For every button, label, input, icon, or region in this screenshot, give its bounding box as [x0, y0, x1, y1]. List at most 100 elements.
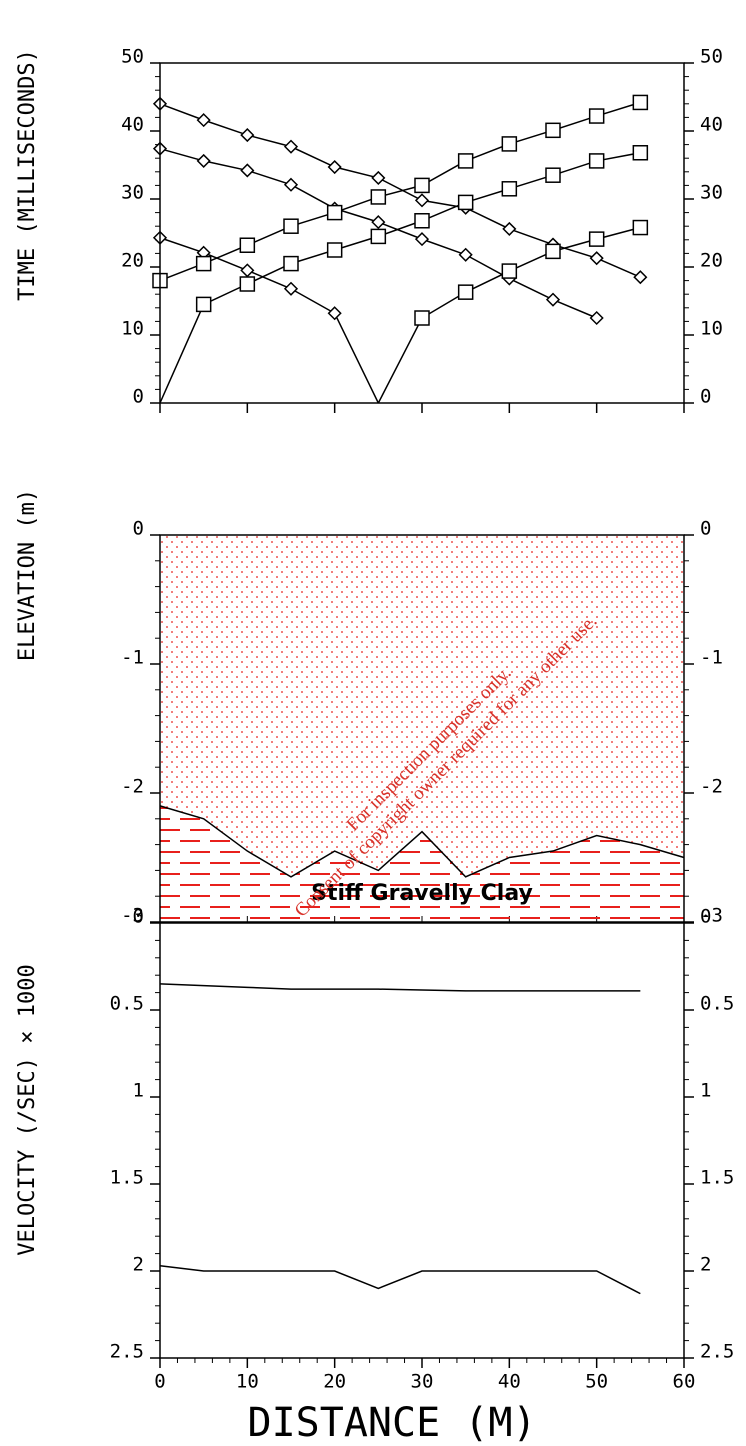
square-marker — [326, 242, 343, 258]
x-tick-label: 30 — [411, 1371, 434, 1393]
diamond-marker — [371, 215, 386, 230]
y-tick-label: 40 — [700, 114, 723, 136]
diamond-marker — [589, 310, 604, 326]
y-tick-label: -2 — [700, 776, 723, 798]
square-marker — [501, 181, 518, 197]
square-marker — [195, 296, 212, 313]
y-tick-label: 0.5 — [700, 993, 734, 1015]
square-marker — [457, 153, 474, 169]
y-tick-label: 2.5 — [700, 1341, 734, 1363]
square-marker — [414, 177, 430, 194]
square-marker — [632, 145, 649, 161]
square-marker — [283, 218, 299, 234]
y-tick-label: 30 — [700, 182, 723, 204]
diamond-marker — [502, 221, 517, 236]
y-tick-label: 1.5 — [110, 1167, 144, 1189]
y-tick-label: -2 — [121, 776, 144, 798]
square-marker — [239, 237, 256, 253]
y-tick-label: 20 — [700, 250, 723, 272]
square-marker — [588, 108, 605, 124]
lower-layer — [160, 805, 684, 922]
square-marker — [545, 243, 561, 260]
diamond-marker — [414, 232, 430, 247]
square-marker — [457, 194, 474, 211]
diamond-marker — [633, 270, 648, 285]
y-axis-label: ELEVATION (m) — [15, 489, 40, 661]
y-tick-label: 10 — [700, 318, 723, 340]
y-tick-label: 10 — [121, 318, 144, 340]
y-tick-label: 0 — [700, 518, 711, 540]
square-marker — [326, 204, 343, 221]
y-axis-label: TIME (MILLISECONDS) — [15, 49, 40, 301]
square-marker — [501, 136, 518, 152]
diamond-marker — [283, 177, 299, 192]
square-marker — [414, 213, 430, 229]
x-tick-label: 50 — [585, 1371, 608, 1393]
diamond-marker — [240, 263, 255, 278]
square-marker — [632, 94, 649, 111]
x-axis-label: DISTANCE (M) — [248, 1400, 537, 1446]
square-marker — [545, 167, 561, 183]
diamond-marker — [240, 128, 255, 143]
diamond-marker — [371, 170, 386, 185]
square-marker — [457, 284, 474, 300]
y-tick-label: 0.5 — [110, 993, 144, 1015]
diamond-marker — [545, 292, 561, 307]
diamond-marker — [240, 163, 255, 178]
y-tick-label: 30 — [121, 182, 144, 204]
x-tick-label: 20 — [323, 1371, 346, 1393]
y-tick-label: 1 — [700, 1080, 711, 1102]
data-line — [159, 237, 380, 404]
x-tick-label: 10 — [236, 1371, 259, 1393]
plot-frame — [159, 922, 685, 1359]
y-tick-label: 2.5 — [110, 1341, 144, 1363]
square-marker — [283, 255, 299, 272]
plot-frame — [159, 534, 685, 923]
y-tick-label: -1 — [700, 647, 723, 669]
x-tick-label: 0 — [154, 1371, 165, 1393]
y-axis-label: VELOCITY (/SEC) × 1000 — [15, 964, 40, 1255]
y-tick-label: 2 — [700, 1254, 711, 1276]
diamond-marker — [283, 139, 299, 154]
data-line — [159, 152, 641, 404]
y-tick-label: 1 — [133, 1080, 144, 1102]
upper-layer — [160, 535, 684, 877]
layer-boundary — [159, 805, 685, 878]
diamond-marker — [196, 113, 211, 128]
y-tick-label: 0 — [133, 906, 144, 928]
y-tick-label: 20 — [121, 250, 144, 272]
square-marker — [239, 276, 256, 292]
diamond-marker — [327, 159, 342, 175]
y-tick-label: 1.5 — [700, 1167, 734, 1189]
data-line — [159, 983, 641, 992]
y-tick-label: -3 — [121, 905, 144, 927]
square-marker — [414, 310, 430, 326]
diamond-marker — [327, 306, 342, 321]
y-tick-label: 50 — [121, 46, 144, 68]
square-marker — [588, 231, 605, 247]
layer-label: Stiff Gravelly Clay — [311, 881, 533, 906]
diamond-marker — [458, 247, 473, 262]
y-tick-label: 0 — [700, 386, 711, 408]
x-tick-label: 60 — [673, 1371, 696, 1393]
plot-frame — [159, 62, 685, 404]
diamond-marker — [283, 281, 299, 296]
square-marker — [588, 153, 605, 169]
diamond-marker — [414, 193, 430, 208]
square-marker — [545, 122, 561, 139]
x-tick-label: 40 — [498, 1371, 521, 1393]
diamond-marker — [196, 153, 211, 168]
y-tick-label: 0 — [133, 518, 144, 540]
diamond-marker — [589, 251, 604, 266]
square-marker — [501, 263, 518, 279]
y-tick-label: 2 — [133, 1254, 144, 1276]
data-line — [159, 1265, 641, 1295]
y-tick-label: 40 — [121, 114, 144, 136]
square-marker — [370, 189, 387, 205]
square-marker — [195, 255, 212, 272]
y-tick-label: 0 — [700, 906, 711, 928]
square-marker — [370, 228, 387, 245]
y-tick-label: 0 — [133, 386, 144, 408]
